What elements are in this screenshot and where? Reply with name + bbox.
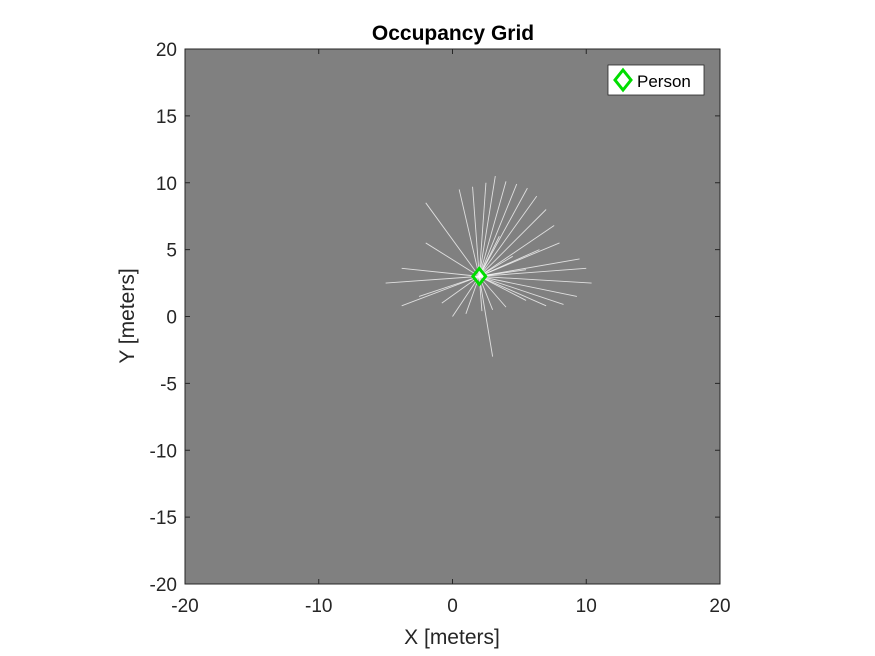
y-tick-label: 10 [156, 174, 177, 195]
scan-ray [478, 276, 494, 357]
scan-ray [425, 202, 480, 277]
scan-ray [478, 276, 507, 308]
scan-ray [478, 209, 547, 277]
y-axis-label: Y [meters] [116, 268, 139, 363]
x-tick-label: 10 [576, 596, 597, 617]
legend-entry-person: Person [637, 72, 691, 91]
y-tick-label: -20 [150, 575, 177, 596]
y-tick-label: -5 [160, 374, 177, 395]
scan-ray [479, 269, 527, 277]
x-axis-label: X [meters] [404, 626, 500, 649]
scan-ray [425, 242, 480, 277]
scan-ray [478, 236, 500, 277]
scan-ray [478, 175, 496, 277]
scan-ray [478, 181, 507, 277]
person-markers [470, 265, 488, 287]
legend: Person [607, 64, 705, 96]
scan-ray [479, 275, 577, 297]
scan-ray [479, 249, 540, 277]
scan-ray [401, 275, 480, 307]
scan-ray [441, 276, 480, 304]
person-marker [470, 265, 488, 287]
y-tick-label: 0 [166, 308, 177, 329]
scan-ray [479, 275, 564, 305]
scan-ray [401, 267, 480, 277]
scan-ray [479, 275, 527, 301]
x-tick-label: 20 [709, 596, 730, 617]
y-tick-label: 20 [156, 40, 177, 61]
scan-ray [478, 182, 487, 277]
legend-diamond-icon [613, 67, 633, 93]
scan-ray [479, 258, 580, 277]
scan-ray [478, 195, 538, 277]
y-tick-label: 5 [166, 241, 177, 262]
y-tick-label: -10 [150, 441, 177, 462]
axes-box [184, 48, 721, 585]
scan-ray [472, 186, 480, 277]
scan-ray [458, 189, 480, 277]
scan-ray [478, 225, 555, 277]
scan-ray [479, 267, 587, 277]
y-tick-label: 15 [156, 107, 177, 128]
axis-ticks: -20 -10 0 10 20 20 15 10 5 0 -5 -10 -15 -20 [150, 40, 731, 617]
y-tick-label: -15 [150, 508, 177, 529]
scan-ray [479, 275, 547, 307]
scan-ray [479, 275, 592, 284]
scan-ray [478, 187, 528, 277]
scan-ray [452, 276, 480, 317]
x-tick-label: -10 [305, 596, 332, 617]
lidar-scan-rays [385, 175, 592, 357]
x-tick-label: 0 [447, 596, 458, 617]
chart-title: Occupancy Grid [372, 22, 534, 45]
x-tick-label: -20 [171, 596, 198, 617]
scan-ray [478, 183, 518, 277]
scan-ray [385, 275, 480, 284]
